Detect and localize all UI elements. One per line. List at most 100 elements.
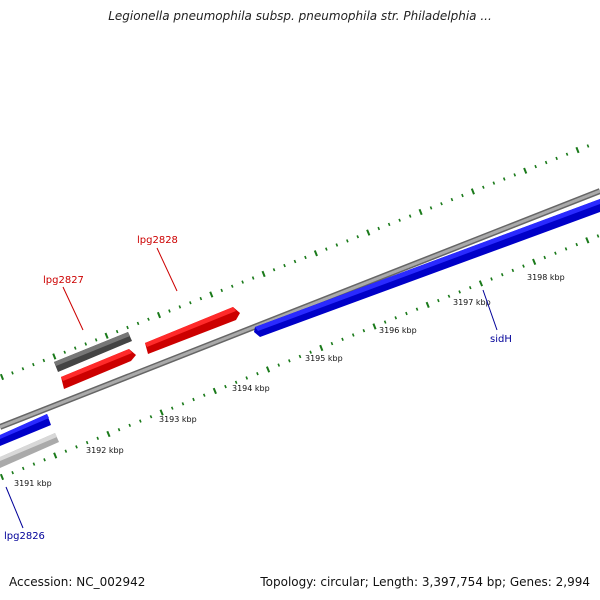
scale-tick xyxy=(325,247,328,251)
gene-lpg2826-arrow[interactable] xyxy=(0,414,51,446)
gene-label-lpg2826[interactable]: lpg2826 xyxy=(4,531,45,542)
scale-tick xyxy=(543,255,547,260)
scale-tick xyxy=(522,264,525,268)
scale-tick xyxy=(575,146,580,154)
scale-tick xyxy=(482,185,485,189)
scale-tick xyxy=(555,156,558,161)
scale-tick xyxy=(96,436,100,440)
scale-tick xyxy=(450,197,454,202)
scale-tick xyxy=(372,323,377,330)
scale-label: 3196 kbp xyxy=(379,326,417,335)
scale-label: 3198 kbp xyxy=(527,273,565,282)
scale-tick xyxy=(283,263,286,268)
scale-tick xyxy=(104,332,109,339)
scale-tick xyxy=(437,298,440,303)
scale-tick xyxy=(440,202,443,206)
scale-tick xyxy=(178,305,182,309)
scale-tick xyxy=(64,449,68,453)
scale-tick xyxy=(500,273,504,277)
scale-tick xyxy=(468,285,472,290)
scale-tick xyxy=(387,222,391,227)
scale-tick xyxy=(11,471,14,475)
scale-tick xyxy=(128,423,132,428)
scale-tick xyxy=(383,320,387,324)
scale-tick xyxy=(513,173,517,177)
scale-tick xyxy=(356,235,360,239)
scale-tick xyxy=(523,167,528,174)
scale-tick xyxy=(394,316,398,320)
scale-tick xyxy=(85,440,89,445)
scale-tick xyxy=(398,218,401,222)
scale-tick xyxy=(461,193,464,198)
scale-tick xyxy=(43,458,46,462)
scale-label: 3193 kbp xyxy=(159,415,197,424)
scale-tick xyxy=(181,402,185,406)
scale-tick xyxy=(209,291,214,298)
scale-tick xyxy=(75,445,78,449)
gene-label-leaders xyxy=(5,247,498,529)
scale-tick xyxy=(586,144,590,148)
scale-tick xyxy=(256,372,259,376)
scale-tick xyxy=(139,419,142,423)
scale-tick xyxy=(554,251,557,255)
scale-tick xyxy=(575,242,579,247)
scale-tick xyxy=(147,317,150,321)
scale-tick xyxy=(544,160,548,165)
genome-summary-text: Topology: circular; Length: 3,397,754 bp… xyxy=(260,575,590,589)
scale-tick xyxy=(189,301,192,305)
scale-tick xyxy=(377,226,381,231)
scale-tick xyxy=(304,255,307,260)
scale-tick xyxy=(136,321,140,326)
scale-tick xyxy=(346,239,349,243)
scale-tick xyxy=(73,346,77,350)
scale-label: 3195 kbp xyxy=(305,354,343,363)
scale-label: 3197 kbp xyxy=(453,298,491,307)
accession-text: Accession: NC_002942 xyxy=(9,575,146,589)
scale-tick xyxy=(565,152,569,156)
scale-tick xyxy=(458,290,461,294)
scale-tick xyxy=(596,234,600,238)
gene-sidH-arrow[interactable] xyxy=(254,199,600,337)
gene-label-lpg2827[interactable]: lpg2827 xyxy=(43,275,84,286)
scale-tick xyxy=(11,371,14,375)
scale-tick xyxy=(21,466,25,471)
scale-tick xyxy=(362,329,366,333)
scale-tick xyxy=(261,270,266,278)
scale-tick xyxy=(0,373,5,381)
scale-tick xyxy=(277,363,281,367)
scale-tick xyxy=(106,430,111,438)
scale-tick xyxy=(32,362,35,367)
scale-tick xyxy=(330,341,334,346)
scale-tick xyxy=(192,397,195,402)
scale-tick xyxy=(425,301,430,308)
scale-tick xyxy=(32,462,36,466)
gene-lpg2827-arrow[interactable] xyxy=(54,332,132,372)
scale-tick xyxy=(478,280,484,287)
scale-tick xyxy=(418,208,423,216)
gene-label-lpg2828[interactable]: lpg2828 xyxy=(137,235,178,246)
scale-tick xyxy=(199,296,203,301)
scale-tick xyxy=(168,309,171,313)
scale-tick xyxy=(0,473,5,481)
scale-tick xyxy=(245,376,249,380)
scale-tick xyxy=(220,288,224,293)
scale-labels: 3191 kbp 3192 kbp 3193 kbp 3194 kbp 3195… xyxy=(14,273,565,488)
scale-tick xyxy=(502,177,506,181)
scale-tick xyxy=(224,384,227,389)
scale-tick xyxy=(117,428,121,432)
scale-tick xyxy=(265,366,271,373)
scale-tick xyxy=(564,247,568,251)
scale-tick xyxy=(84,342,88,346)
scale-tick xyxy=(293,259,297,264)
lower-tick-row xyxy=(0,234,600,481)
gene-label-sidH[interactable]: sidH xyxy=(490,334,512,345)
gene-light-arrow[interactable] xyxy=(0,433,59,468)
scale-tick xyxy=(234,380,238,384)
scale-label: 3191 kbp xyxy=(14,479,52,488)
scale-tick xyxy=(415,307,419,311)
scale-tick xyxy=(309,350,312,354)
scale-tick xyxy=(53,452,58,459)
gene-lpg2828-arrow[interactable] xyxy=(145,307,240,354)
gene-red-arrow[interactable] xyxy=(61,349,136,389)
